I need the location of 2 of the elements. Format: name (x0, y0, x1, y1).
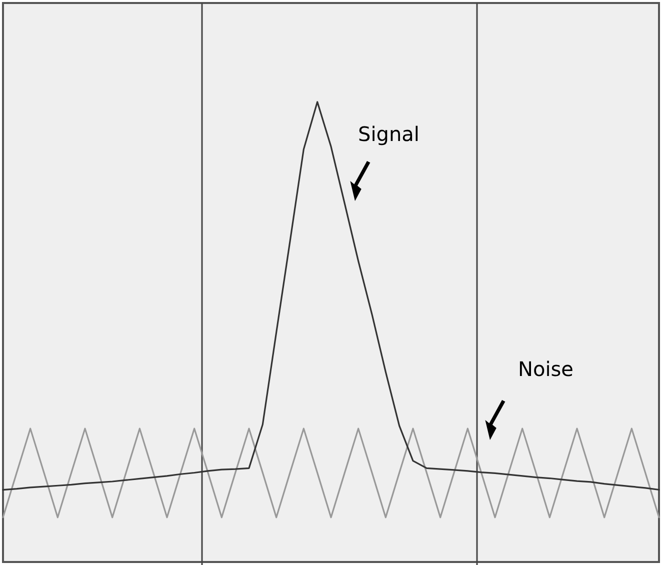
annotation: Signal (358, 122, 420, 146)
annotation: Noise (518, 357, 574, 381)
